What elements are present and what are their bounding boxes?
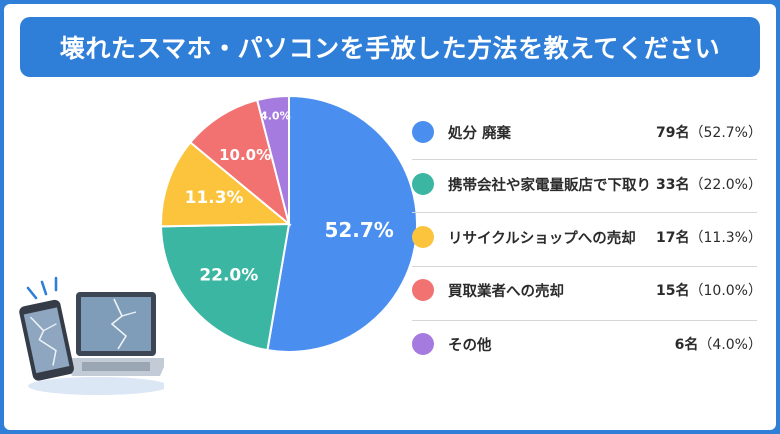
legend-label: 処分 廃棄: [448, 125, 512, 142]
legend-swatch: [412, 173, 434, 195]
legend-value: 33名（22.0%）: [656, 177, 762, 193]
legend-item-recycle-shop: リサイクルショップへの売却 17名（11.3%）: [412, 217, 762, 257]
slice-label: 22.0%: [199, 266, 258, 286]
legend-swatch: [412, 121, 434, 143]
legend-label: リサイクルショップへの売却: [448, 230, 636, 247]
legend-label: その他: [448, 337, 492, 354]
legend: 処分 廃棄 79名（52.7%） 携帯会社や家電量販店で下取り 33名（22.0…: [412, 104, 762, 404]
slice-label: 52.7%: [324, 218, 393, 242]
page-title: 壊れたスマホ・パソコンを手放した方法を教えてください: [59, 34, 721, 63]
legend-swatch: [412, 226, 434, 248]
slice-label: 10.0%: [219, 146, 271, 164]
legend-item-trade-in: 携帯会社や家電量販店で下取り 33名（22.0%）: [412, 164, 762, 204]
legend-value: 17名（11.3%）: [656, 230, 762, 246]
title-banner: 壊れたスマホ・パソコンを手放した方法を教えてください: [20, 17, 760, 77]
legend-value: 15名（10.0%）: [656, 283, 762, 299]
legend-divider: [412, 320, 757, 321]
slice-label: 11.3%: [185, 188, 244, 208]
legend-swatch: [412, 333, 434, 355]
legend-divider: [412, 266, 757, 267]
legend-divider: [412, 212, 757, 213]
slice-label: 4.0%: [260, 110, 291, 123]
slice-recycle-shop: [160, 141, 292, 228]
legend-label: 携帯会社や家電量販店で下取り: [448, 177, 651, 194]
legend-value: 6名（4.0%）: [674, 337, 762, 353]
broken-devices-icon: [19, 276, 164, 395]
slice-other: [255, 94, 290, 225]
legend-item-buyer: 買取業者への売却 15名（10.0%）: [412, 270, 762, 310]
legend-item-disposal: 処分 廃棄 79名（52.7%）: [412, 112, 762, 152]
slice-trade-in: [160, 222, 291, 352]
legend-divider: [412, 159, 757, 160]
legend-label: 買取業者への売却: [448, 283, 564, 300]
legend-item-other: その他 6名（4.0%）: [412, 324, 762, 364]
legend-swatch: [412, 279, 434, 301]
legend-value: 79名（52.7%）: [656, 125, 762, 141]
